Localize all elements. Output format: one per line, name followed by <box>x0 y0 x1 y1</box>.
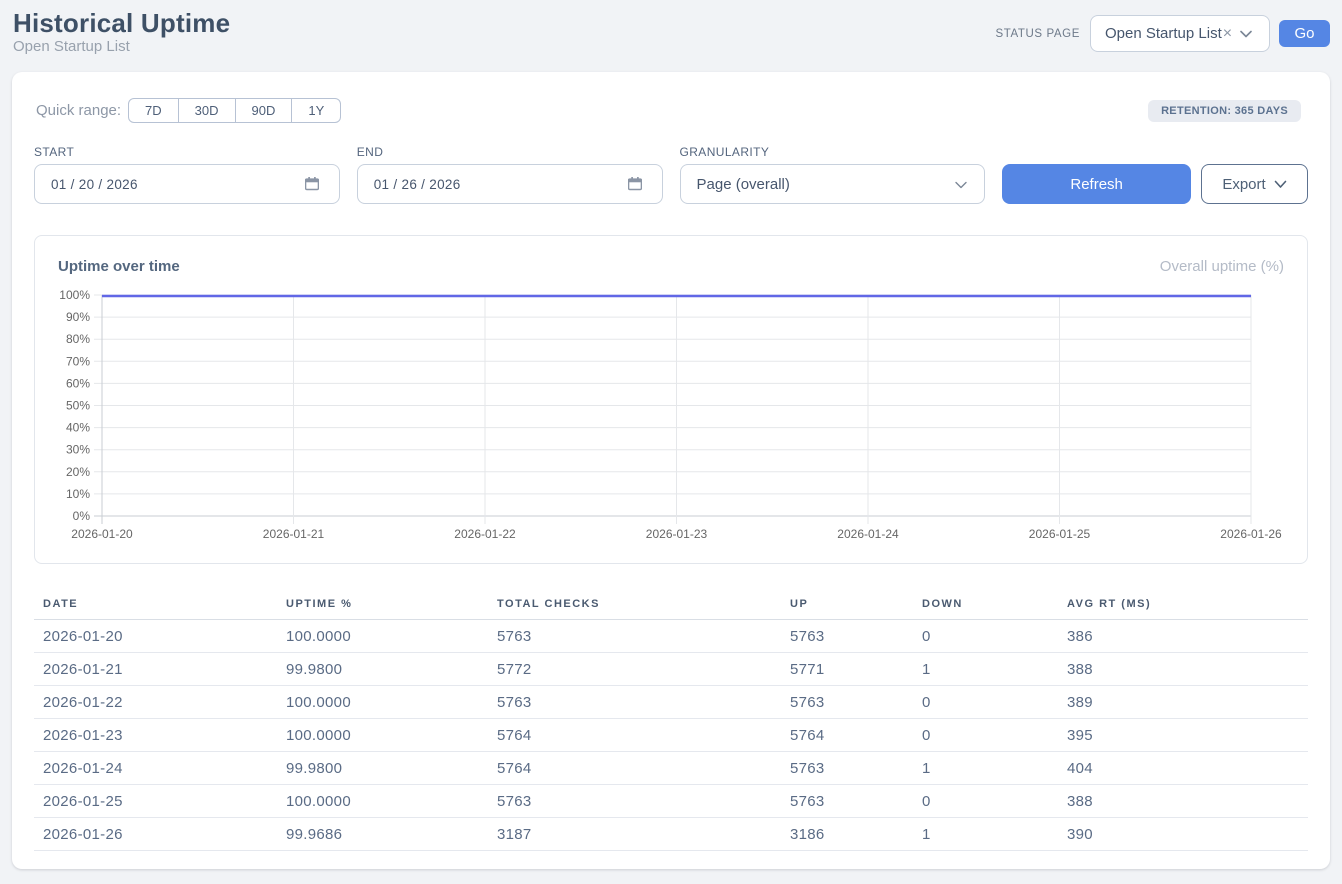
svg-text:0%: 0% <box>73 509 91 523</box>
svg-text:20%: 20% <box>66 465 90 479</box>
svg-text:2026-01-23: 2026-01-23 <box>646 527 708 541</box>
svg-text:100%: 100% <box>59 288 90 302</box>
svg-text:50%: 50% <box>66 399 90 413</box>
svg-text:2026-01-21: 2026-01-21 <box>263 527 325 541</box>
svg-text:40%: 40% <box>66 421 90 435</box>
svg-text:2026-01-24: 2026-01-24 <box>837 527 899 541</box>
svg-text:80%: 80% <box>66 332 90 346</box>
svg-text:90%: 90% <box>66 310 90 324</box>
svg-text:10%: 10% <box>66 487 90 501</box>
svg-text:2026-01-22: 2026-01-22 <box>454 527 516 541</box>
svg-text:60%: 60% <box>66 376 90 390</box>
svg-text:30%: 30% <box>66 443 90 457</box>
svg-text:2026-01-20: 2026-01-20 <box>71 527 133 541</box>
svg-text:70%: 70% <box>66 354 90 368</box>
svg-text:2026-01-26: 2026-01-26 <box>1220 527 1282 541</box>
svg-text:2026-01-25: 2026-01-25 <box>1029 527 1091 541</box>
